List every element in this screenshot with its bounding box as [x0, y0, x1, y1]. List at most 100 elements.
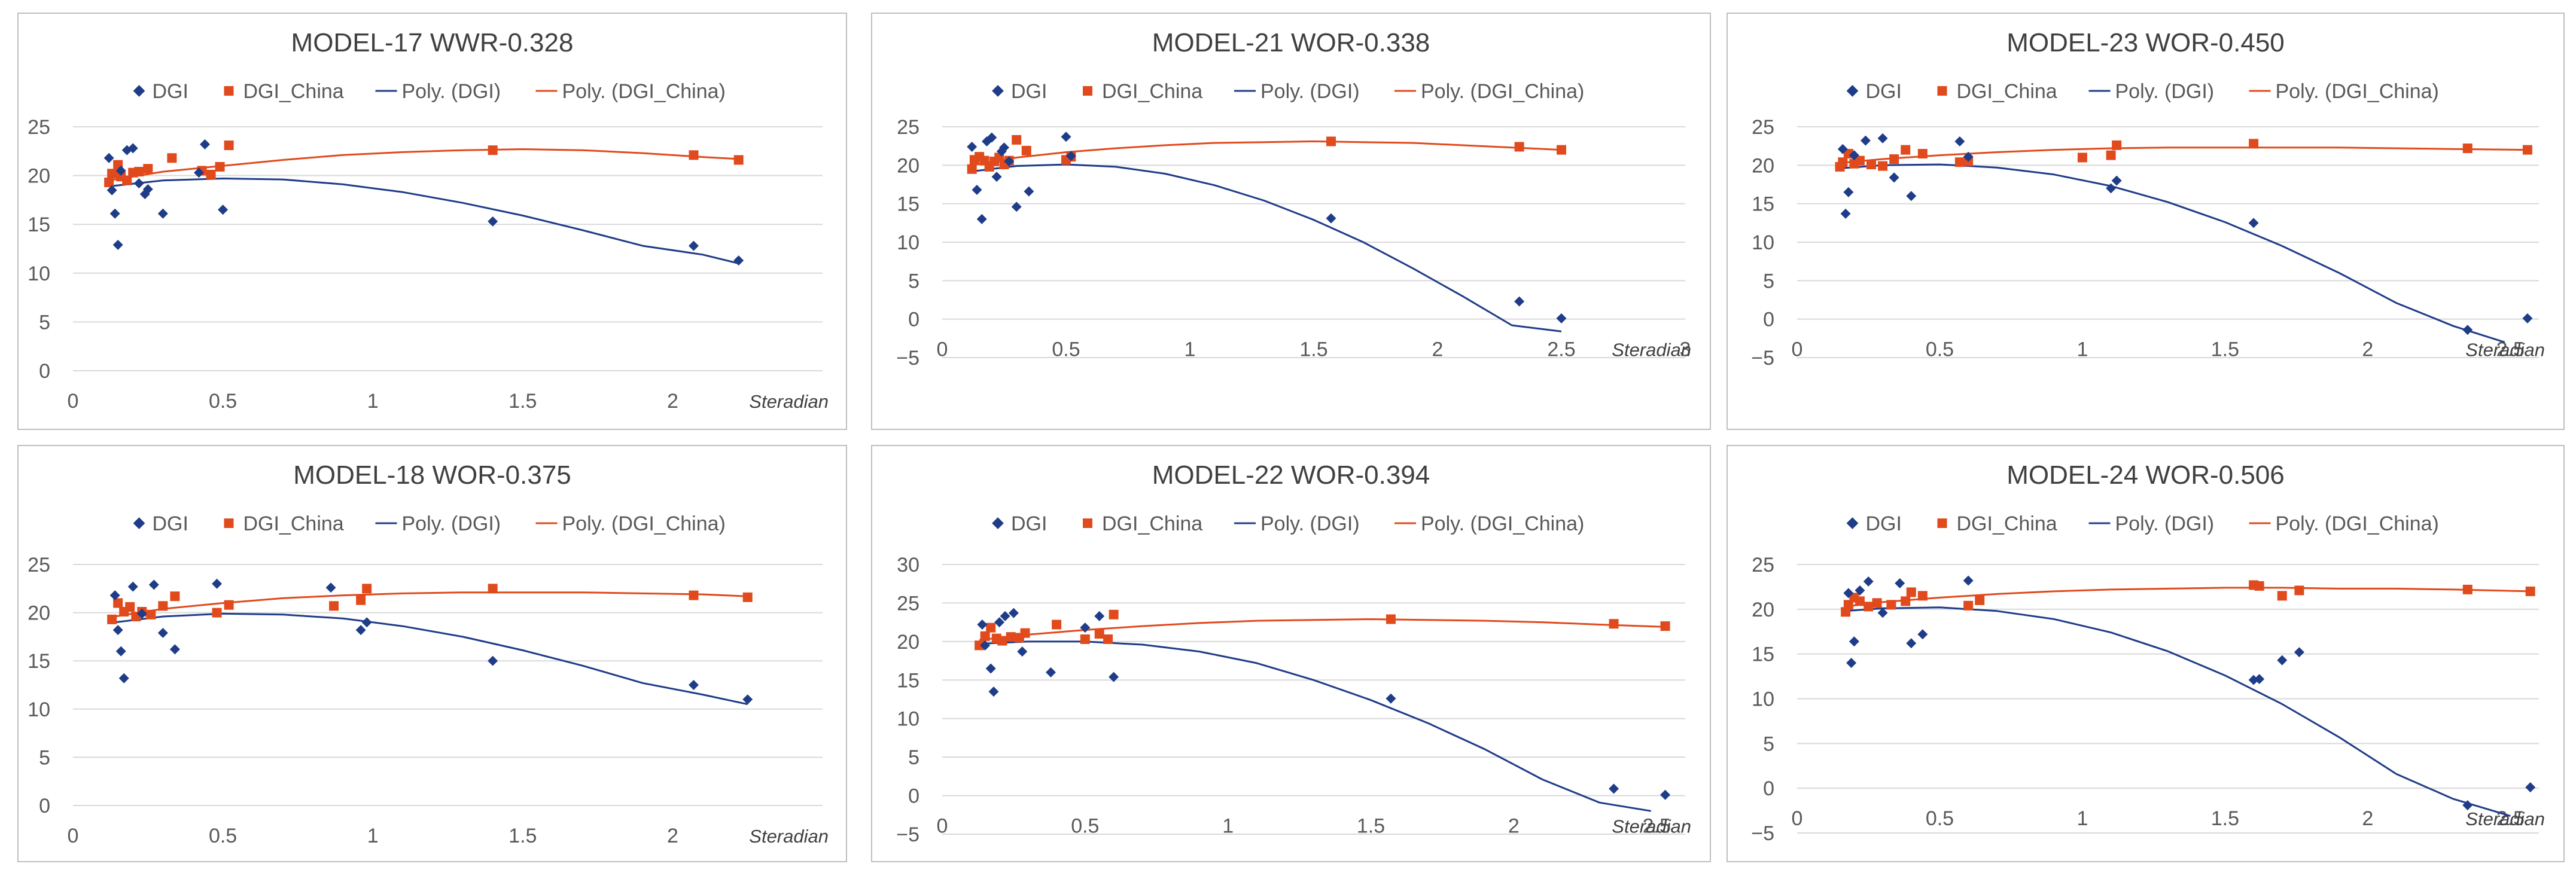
- chart-panel: MODEL-21 WOR-0.338 DGI DGI_China Poly. (DGI…: [871, 13, 1711, 430]
- point-dgi-china: [143, 164, 153, 174]
- legend-poly-dgi-china-label: Poly. (DGI_China): [2276, 512, 2439, 535]
- point-dgi-china: [967, 164, 977, 174]
- legend: DGI DGI_China Poly. (DGI) Poly. (DGI_China): [992, 80, 1584, 103]
- trendline-dgi: [1845, 606, 2511, 817]
- x-tick-label: 0: [937, 338, 948, 361]
- x-tick-label: 0: [1792, 338, 1803, 361]
- point-dgi-china: [2462, 144, 2473, 154]
- point-dgi: [1906, 638, 1917, 649]
- point-dgi-china: [1889, 154, 1899, 164]
- x-tick-label: 2.5: [2496, 338, 2525, 361]
- point-dgi: [112, 239, 123, 250]
- point-dgi-china: [488, 145, 498, 155]
- point-dgi-china: [1901, 596, 1911, 606]
- point-dgi-china: [2106, 150, 2116, 160]
- x-axis-label: Steradian: [749, 826, 829, 847]
- point-dgi-china: [1326, 136, 1336, 147]
- legend-dgi-label: DGI: [153, 512, 188, 535]
- point-dgi: [325, 582, 336, 593]
- legend-dgi-marker: [1846, 517, 1859, 529]
- point-dgi-china: [1103, 634, 1113, 644]
- point-dgi-china: [2294, 585, 2304, 596]
- point-dgi-china: [1838, 157, 1848, 167]
- x-tick-label: 2: [2362, 807, 2373, 830]
- point-dgi-china: [1864, 602, 1874, 612]
- y-tick-label: 10: [28, 698, 50, 721]
- x-tick-label: 2: [667, 825, 678, 847]
- point-dgi-china: [1878, 161, 1888, 171]
- legend-dgi-china-label: DGI_China: [1957, 80, 2057, 103]
- point-dgi-china: [362, 584, 372, 594]
- y-tick-label: 0: [39, 795, 50, 817]
- point-dgi: [194, 167, 204, 178]
- trendline-dgi-china: [1840, 147, 2528, 164]
- x-tick-label: 2.5: [2496, 807, 2525, 830]
- point-dgi: [142, 184, 153, 194]
- y-tick-label: 15: [897, 669, 919, 692]
- point-dgi-china: [329, 601, 339, 611]
- point-dgi: [109, 208, 120, 219]
- x-tick-label: 1.5: [2211, 338, 2239, 361]
- point-dgi: [1843, 588, 1854, 599]
- point-dgi: [1963, 575, 1974, 586]
- point-dgi: [106, 185, 117, 196]
- panel-frame: [871, 445, 1711, 862]
- point-dgi-china: [1660, 621, 1670, 631]
- point-dgi: [994, 617, 1005, 628]
- x-axis-label: Steradian: [2465, 340, 2545, 361]
- point-dgi: [1046, 667, 1056, 677]
- legend-poly-dgi-china-label: Poly. (DGI_China): [562, 80, 726, 103]
- x-axis-label: Steradian: [749, 391, 829, 412]
- trendline-dgi-china: [108, 148, 739, 182]
- point-dgi-china: [2277, 591, 2287, 601]
- point-dgi-china: [2254, 581, 2264, 591]
- point-dgi-china: [158, 601, 168, 611]
- point-dgi-china: [125, 602, 135, 612]
- point-dgi-china: [212, 608, 222, 618]
- legend-dgi-china-marker: [1083, 86, 1092, 96]
- point-dgi-china: [975, 640, 985, 651]
- point-dgi-china: [167, 153, 177, 163]
- chart-title: MODEL-17 WWR-0.328: [291, 28, 574, 57]
- point-dgi: [988, 686, 999, 697]
- x-axis-label: Steradian: [1612, 340, 1691, 361]
- point-dgi-china: [356, 595, 366, 605]
- x-tick-label: 0.5: [1926, 338, 1954, 361]
- y-tick-label: 15: [28, 650, 50, 673]
- point-dgi: [148, 579, 159, 590]
- legend-dgi-label: DGI: [1866, 80, 1902, 103]
- point-dgi: [1849, 636, 1859, 647]
- x-axis-label: Steradian: [2465, 808, 2545, 829]
- chart-title: MODEL-24 WOR-0.506: [2006, 460, 2285, 490]
- x-axis-label: Steradian: [1612, 816, 1691, 837]
- point-dgi-china: [107, 169, 117, 179]
- point-dgi: [115, 165, 126, 176]
- point-dgi: [1609, 783, 1619, 794]
- y-tick-label: 10: [28, 263, 50, 285]
- point-dgi-china: [134, 167, 144, 177]
- legend-dgi-china-marker: [1937, 518, 1947, 528]
- legend-poly-dgi-china-label: Poly. (DGI_China): [562, 512, 726, 535]
- x-tick-label: 0: [937, 815, 948, 838]
- point-dgi-china: [1954, 157, 1965, 167]
- y-tick-label: 5: [1763, 733, 1774, 755]
- point-dgi: [488, 216, 498, 227]
- chart-panel: MODEL-18 WOR-0.375 DGI DGI_China Poly. (DGI…: [17, 445, 847, 862]
- point-dgi: [127, 581, 138, 592]
- point-dgi: [1109, 672, 1119, 682]
- point-dgi-china: [1557, 145, 1566, 155]
- point-dgi-china: [1975, 595, 1985, 605]
- point-dgi: [212, 578, 223, 589]
- y-tick-label: 20: [1752, 599, 1774, 621]
- y-tick-label: −5: [896, 823, 919, 846]
- legend-dgi-china-label: DGI_China: [1102, 512, 1202, 535]
- point-dgi-china: [2522, 145, 2532, 155]
- y-tick-label: 20: [28, 602, 50, 625]
- chart-title: MODEL-18 WOR-0.375: [293, 460, 571, 490]
- x-tick-label: 2: [2362, 338, 2373, 361]
- y-tick-label: 15: [1752, 643, 1774, 666]
- point-dgi-china: [1012, 135, 1022, 145]
- point-dgi: [136, 608, 147, 619]
- point-dgi-china: [689, 590, 699, 600]
